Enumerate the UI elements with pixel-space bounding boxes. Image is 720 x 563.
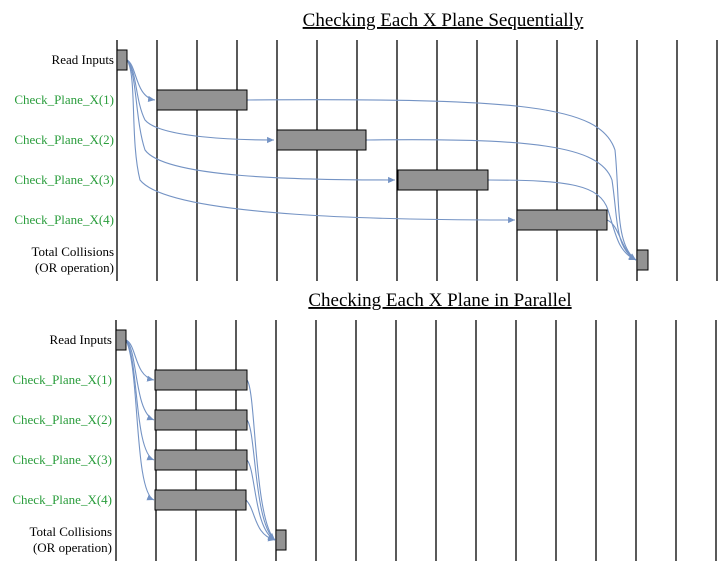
total-collisions-block	[275, 529, 287, 551]
row-label-check-plane-1: Check_Plane_X(1)	[14, 92, 114, 107]
check-plane-block-3	[397, 169, 489, 191]
panel-title: Checking Each X Plane in Parallel	[308, 290, 571, 311]
row-label-check-plane-4: Check_Plane_X(4)	[12, 492, 112, 507]
read-inputs-block	[115, 329, 127, 351]
panel-parallel: Checking Each X Plane in Parallel Read In…	[12, 290, 717, 561]
row-label-total-collisions: Total Collisions (OR operation)	[31, 244, 114, 275]
input-arrow	[126, 59, 516, 224]
output-arrow	[246, 419, 276, 541]
check-plane-block-1	[156, 89, 248, 111]
output-arrow	[606, 219, 637, 261]
output-arrow	[487, 179, 637, 261]
check-plane-block-2	[154, 409, 248, 431]
row-label-check-plane-4: Check_Plane_X(4)	[14, 212, 114, 227]
read-inputs-block	[116, 49, 128, 71]
input-arrow	[126, 59, 396, 184]
total-collisions-block	[636, 249, 649, 271]
input-arrow	[125, 339, 155, 461]
check-plane-block-3	[154, 449, 248, 471]
output-arrow	[246, 99, 637, 261]
row-label-read-inputs: Read Inputs	[52, 52, 114, 67]
check-plane-block-4	[154, 489, 247, 511]
check-plane-block-2	[276, 129, 367, 151]
output-arrow	[245, 499, 276, 542]
output-arrow	[365, 139, 637, 261]
row-label-check-plane-1: Check_Plane_X(1)	[12, 372, 112, 387]
panel-sequential: Checking Each X Plane Sequentially Read I…	[14, 10, 718, 281]
input-arrow	[126, 59, 275, 144]
panel-title: Checking Each X Plane Sequentially	[303, 10, 584, 31]
output-arrow	[246, 459, 276, 541]
check-plane-block-1	[154, 369, 248, 391]
output-arrow	[246, 379, 276, 541]
row-label-check-plane-3: Check_Plane_X(3)	[12, 452, 112, 467]
row-label-check-plane-3: Check_Plane_X(3)	[14, 172, 114, 187]
row-label-total-collisions: Total Collisions (OR operation)	[29, 524, 112, 555]
check-plane-block-4	[516, 209, 608, 231]
row-label-check-plane-2: Check_Plane_X(2)	[12, 412, 112, 427]
input-arrow	[125, 339, 155, 421]
row-label-read-inputs: Read Inputs	[50, 332, 112, 347]
row-label-check-plane-2: Check_Plane_X(2)	[14, 132, 114, 147]
input-arrow	[125, 339, 155, 501]
